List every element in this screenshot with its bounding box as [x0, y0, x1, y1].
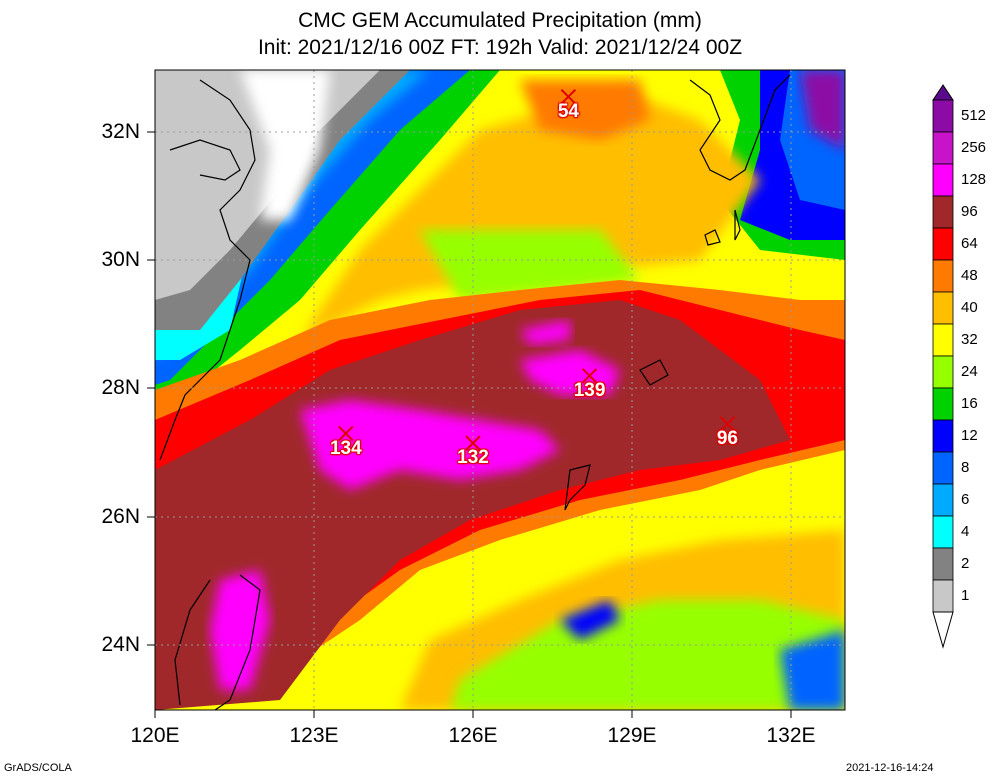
- colorbar-level-40: 40: [961, 299, 978, 316]
- precip-field: [155, 70, 845, 710]
- colorbar-segment-9: [932, 355, 954, 389]
- colorbar-level-1: 1: [961, 587, 970, 604]
- colorbar-segment-1: [932, 99, 954, 133]
- colorbar-level-8: 8: [961, 459, 970, 476]
- colorbar-level-48: 48: [961, 267, 978, 284]
- colorbar-segment-5: [932, 227, 954, 261]
- colorbar-level-12: 12: [961, 427, 978, 444]
- colorbar-bottom-arrow: [932, 611, 954, 649]
- colorbar-level-128: 128: [961, 171, 987, 188]
- marker-x-0: [560, 89, 577, 105]
- marker-x-3: [581, 368, 598, 384]
- credit-right: 2021-12-16-14:24: [846, 762, 934, 774]
- map-frame: [154, 69, 846, 711]
- colorbar-segment-3: [932, 163, 954, 197]
- colorbar: [932, 84, 954, 649]
- colorbar-level-32: 32: [961, 331, 978, 348]
- colorbar-segment-16: [932, 579, 954, 613]
- marker-value-4: 96: [716, 427, 738, 449]
- colorbar-level-4: 4: [961, 523, 970, 540]
- axis-ticks: [147, 131, 792, 718]
- lon-label-120e: 120E: [130, 724, 180, 747]
- credit-left: GrADS/COLA: [4, 762, 72, 774]
- colorbar-segment-8: [932, 323, 954, 357]
- colorbar-segment-10: [932, 387, 954, 421]
- colorbar-level-6: 6: [961, 491, 970, 508]
- colorbar-level-256: 256: [961, 139, 987, 156]
- lon-label-123e: 123E: [289, 724, 339, 747]
- lat-label-26n: 26N: [101, 505, 140, 528]
- colorbar-segment-7: [932, 291, 954, 325]
- colorbar-level-16: 16: [961, 395, 978, 412]
- chart-subtitle: Init: 2021/12/16 00Z FT: 192h Valid: 202…: [257, 36, 743, 59]
- colorbar-segment-12: [932, 451, 954, 485]
- colorbar-segment-4: [932, 195, 954, 229]
- lat-label-28n: 28N: [101, 376, 140, 399]
- lon-label-132e: 132E: [766, 724, 816, 747]
- colorbar-segment-13: [932, 483, 954, 517]
- marker-value-2: 132: [457, 447, 489, 469]
- marker-value-0: 54: [557, 100, 579, 122]
- coastlines: [159, 74, 791, 710]
- lat-label-30n: 30N: [101, 248, 140, 271]
- colorbar-level-512: 512: [961, 107, 987, 124]
- marker-x-1: [338, 425, 354, 442]
- max-markers: [338, 89, 736, 451]
- lon-label-129e: 129E: [607, 724, 657, 747]
- colorbar-level-64: 64: [961, 235, 978, 252]
- chart-title: CMC GEM Accumulated Precipitation (mm): [298, 9, 702, 32]
- lon-label-126e: 126E: [448, 724, 498, 747]
- colorbar-level-96: 96: [961, 203, 978, 220]
- colorbar-segment-15: [932, 547, 954, 581]
- marker-value-3: 139: [573, 379, 606, 401]
- colorbar-segment-14: [932, 515, 954, 549]
- lat-label-24n: 24N: [101, 633, 140, 656]
- colorbar-segment-2: [932, 131, 954, 165]
- colorbar-level-24: 24: [961, 363, 978, 380]
- colorbar-top-arrow: [932, 84, 954, 101]
- colorbar-segment-11: [932, 419, 954, 453]
- lat-label-32n: 32N: [101, 120, 140, 143]
- colorbar-segment-6: [932, 259, 954, 293]
- gridlines: [155, 70, 845, 710]
- marker-x-4: [719, 416, 736, 432]
- marker-x-2: [465, 435, 481, 451]
- colorbar-level-2: 2: [961, 555, 970, 572]
- marker-value-1: 134: [329, 437, 362, 459]
